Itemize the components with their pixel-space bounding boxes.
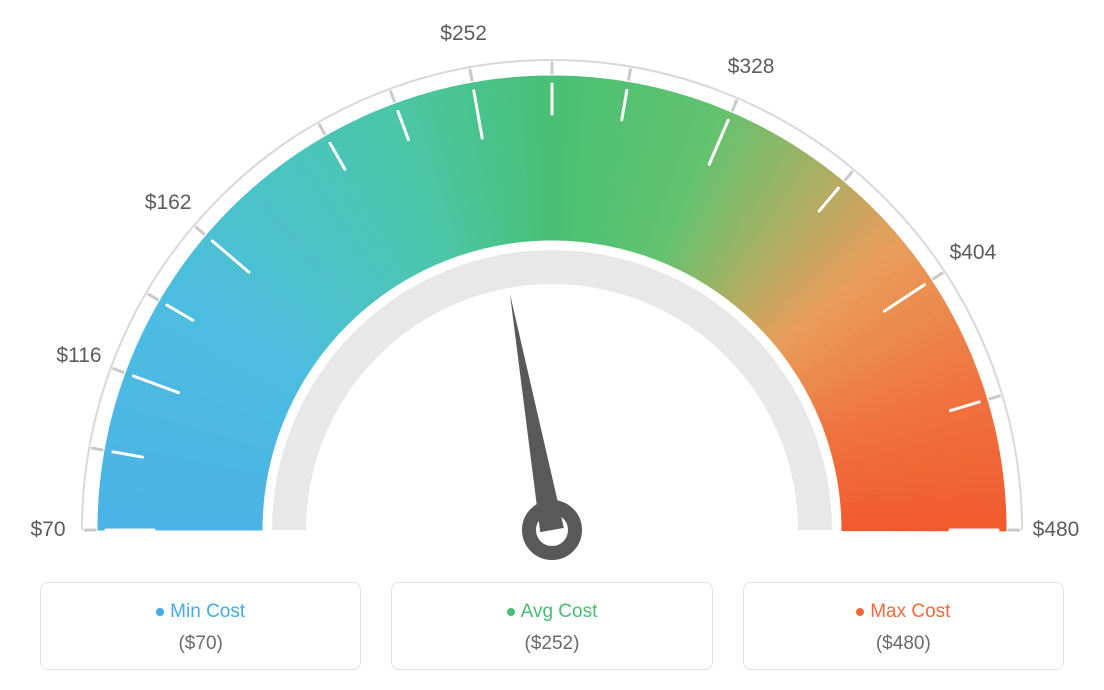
legend-label-min: Min Cost	[170, 601, 245, 622]
gauge-tick-label: $252	[440, 22, 487, 46]
legend-dot-min	[156, 608, 164, 616]
legend-dot-max	[856, 608, 864, 616]
legend-value-avg: ($252)	[402, 633, 701, 655]
gauge-svg	[0, 0, 1104, 560]
gauge-tick-label: $404	[950, 241, 997, 265]
legend-row: Min Cost ($70) Avg Cost ($252) Max Cost …	[0, 582, 1104, 670]
legend-value-min: ($70)	[51, 633, 350, 655]
legend-card-max: Max Cost ($480)	[743, 582, 1064, 670]
cost-gauge: $70 $116 $162 $252 $328 $404 $480	[0, 0, 1104, 560]
gauge-tick-label: $162	[145, 191, 192, 215]
gauge-tick-label: $480	[1033, 518, 1080, 542]
gauge-tick-label: $116	[56, 344, 101, 368]
legend-title-avg: Avg Cost	[402, 601, 701, 623]
legend-label-max: Max Cost	[870, 601, 950, 622]
legend-title-max: Max Cost	[754, 601, 1053, 623]
gauge-tick-label: $328	[728, 55, 775, 79]
legend-title-min: Min Cost	[51, 601, 350, 623]
legend-dot-avg	[507, 608, 515, 616]
legend-value-max: ($480)	[754, 633, 1053, 655]
legend-card-avg: Avg Cost ($252)	[391, 582, 712, 670]
legend-label-avg: Avg Cost	[521, 601, 598, 622]
legend-card-min: Min Cost ($70)	[40, 582, 361, 670]
gauge-tick-label: $70	[30, 518, 65, 542]
